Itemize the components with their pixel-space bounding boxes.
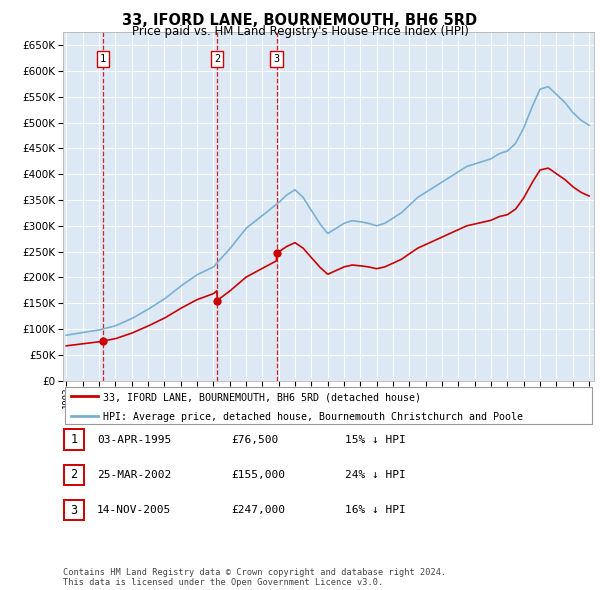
Text: 2: 2 — [214, 54, 220, 64]
Text: 33, IFORD LANE, BOURNEMOUTH, BH6 5RD: 33, IFORD LANE, BOURNEMOUTH, BH6 5RD — [122, 13, 478, 28]
FancyBboxPatch shape — [65, 388, 592, 424]
Text: 14-NOV-2005: 14-NOV-2005 — [97, 506, 172, 515]
Text: 33, IFORD LANE, BOURNEMOUTH, BH6 5RD (detached house): 33, IFORD LANE, BOURNEMOUTH, BH6 5RD (de… — [103, 393, 421, 403]
Text: £247,000: £247,000 — [231, 506, 285, 515]
Text: 1: 1 — [100, 54, 106, 64]
Text: Price paid vs. HM Land Registry's House Price Index (HPI): Price paid vs. HM Land Registry's House … — [131, 25, 469, 38]
Text: 03-APR-1995: 03-APR-1995 — [97, 435, 172, 444]
Text: 16% ↓ HPI: 16% ↓ HPI — [345, 506, 406, 515]
Text: Contains HM Land Registry data © Crown copyright and database right 2024.
This d: Contains HM Land Registry data © Crown c… — [63, 568, 446, 587]
Text: 1: 1 — [70, 433, 77, 446]
FancyBboxPatch shape — [64, 430, 83, 450]
Text: £155,000: £155,000 — [231, 470, 285, 480]
Text: 15% ↓ HPI: 15% ↓ HPI — [345, 435, 406, 444]
Text: 24% ↓ HPI: 24% ↓ HPI — [345, 470, 406, 480]
Text: £76,500: £76,500 — [231, 435, 278, 444]
FancyBboxPatch shape — [64, 465, 83, 485]
Text: 25-MAR-2002: 25-MAR-2002 — [97, 470, 172, 480]
Text: HPI: Average price, detached house, Bournemouth Christchurch and Poole: HPI: Average price, detached house, Bour… — [103, 412, 523, 422]
FancyBboxPatch shape — [64, 500, 83, 520]
Text: 2: 2 — [70, 468, 77, 481]
Text: 3: 3 — [274, 54, 280, 64]
Text: 3: 3 — [70, 504, 77, 517]
